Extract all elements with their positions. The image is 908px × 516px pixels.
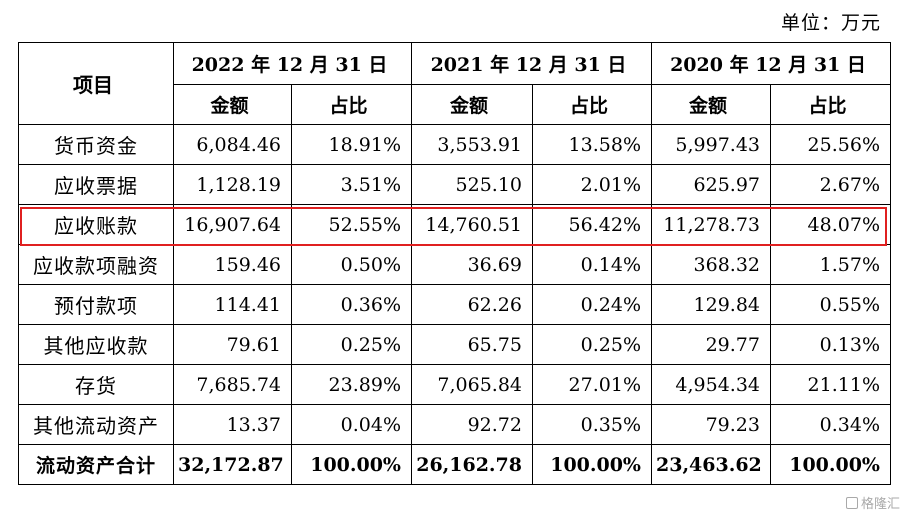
- amount-cell: 6,084.46: [173, 124, 292, 165]
- table-row: 应收票据 1,128.19 3.51% 525.10 2.01% 625.97 2.67%: [18, 164, 891, 205]
- amount-cell: 3,553.91: [411, 124, 533, 165]
- amount-cell: 159.46: [173, 244, 292, 285]
- amount-cell: 13.37: [173, 404, 292, 445]
- ratio-cell: 0.04%: [291, 404, 412, 445]
- row-label: 存货: [18, 364, 174, 405]
- row-label: 流动资产合计: [18, 444, 174, 485]
- ratio-cell: 2.01%: [532, 164, 652, 205]
- amount-cell: 79.23: [651, 404, 771, 445]
- watermark-text: 格隆汇: [860, 497, 900, 512]
- current-assets-table: 项目 2022 年 12 月 31 日 2021 年 12 月 31 日 202…: [18, 42, 891, 485]
- ratio-cell: 0.50%: [291, 244, 412, 285]
- ratio-cell: 27.01%: [532, 364, 652, 405]
- table-row: 货币资金 6,084.46 18.91% 3,553.91 13.58% 5,997.43…: [18, 124, 891, 165]
- ratio-cell: 0.34%: [770, 404, 891, 445]
- amount-cell: 114.41: [173, 284, 292, 325]
- amount-cell: 14,760.51: [411, 204, 533, 245]
- ratio-cell: 0.24%: [532, 284, 652, 325]
- amount-cell: 92.72: [411, 404, 533, 445]
- amount-cell: 62.26: [411, 284, 533, 325]
- row-label: 其他流动资产: [18, 404, 174, 445]
- ratio-cell: 100.00%: [532, 444, 652, 485]
- amount-cell: 23,463.62: [651, 444, 771, 485]
- row-label: 应收账款: [18, 204, 174, 245]
- ratio-cell: 21.11%: [770, 364, 891, 405]
- table-row: 应收账款 16,907.64 52.55% 14,760.51 56.42% 11,278…: [18, 204, 891, 245]
- header-row-columns: 金额 占比 金额 占比 金额 占比: [19, 84, 891, 125]
- watermark: 格隆汇: [845, 493, 900, 512]
- ratio-cell: 0.35%: [532, 404, 652, 445]
- year-header-2021: 2021 年 12 月 31 日: [411, 42, 652, 85]
- year-header-2020: 2020 年 12 月 31 日: [651, 42, 891, 85]
- ratio-cell: 48.07%: [770, 204, 891, 245]
- ratio-cell: 100.00%: [770, 444, 891, 485]
- ratio-cell: 56.42%: [532, 204, 652, 245]
- amount-cell: 16,907.64: [173, 204, 292, 245]
- ratio-cell: 1.57%: [770, 244, 891, 285]
- row-label: 其他应收款: [18, 324, 174, 365]
- table-row: 其他流动资产 13.37 0.04% 92.72 0.35% 79.23 0.34%: [18, 404, 891, 445]
- ratio-cell: 100.00%: [291, 444, 412, 485]
- ratio-cell: 0.55%: [770, 284, 891, 325]
- table-row: 存货 7,685.74 23.89% 7,065.84 27.01% 4,954.34 21…: [18, 364, 891, 405]
- amount-cell: 32,172.87: [173, 444, 292, 485]
- table-row: 其他应收款 79.61 0.25% 65.75 0.25% 29.77 0.13%: [18, 324, 891, 365]
- ratio-cell: 0.13%: [770, 324, 891, 365]
- amount-cell: 4,954.34: [651, 364, 771, 405]
- ratio-cell: 2.67%: [770, 164, 891, 205]
- amount-cell: 29.77: [651, 324, 771, 365]
- ratio-cell: 0.14%: [532, 244, 652, 285]
- amount-cell: 36.69: [411, 244, 533, 285]
- ratio-cell: 0.25%: [291, 324, 412, 365]
- total-row: 流动资产合计 32,172.87 100.00% 26,162.78 100.00% 23…: [18, 444, 891, 485]
- ratio-cell: 25.56%: [770, 124, 891, 165]
- ratio-cell: 0.25%: [532, 324, 652, 365]
- amount-header: 金额: [411, 84, 533, 125]
- ratio-cell: 0.36%: [291, 284, 412, 325]
- amount-cell: 129.84: [651, 284, 771, 325]
- item-header: 项目: [18, 42, 174, 125]
- amount-cell: 7,685.74: [173, 364, 292, 405]
- ratio-cell: 18.91%: [291, 124, 412, 165]
- amount-header: 金额: [651, 84, 771, 125]
- ratio-cell: 23.89%: [291, 364, 412, 405]
- amount-cell: 65.75: [411, 324, 533, 365]
- row-label: 应收票据: [18, 164, 174, 205]
- amount-cell: 625.97: [651, 164, 771, 205]
- amount-cell: 368.32: [651, 244, 771, 285]
- watermark-logo-icon: [845, 496, 858, 509]
- row-label: 预付款项: [18, 284, 174, 325]
- row-label: 应收款项融资: [18, 244, 174, 285]
- ratio-cell: 13.58%: [532, 124, 652, 165]
- header-row-years: 项目 2022 年 12 月 31 日 2021 年 12 月 31 日 202…: [18, 42, 891, 125]
- amount-cell: 5,997.43: [651, 124, 771, 165]
- ratio-header: 占比: [291, 84, 412, 125]
- ratio-header: 占比: [532, 84, 652, 125]
- unit-label: 单位：万元: [780, 12, 881, 34]
- amount-cell: 525.10: [411, 164, 533, 205]
- table-row: 预付款项 114.41 0.36% 62.26 0.24% 129.84 0.55%: [18, 284, 891, 325]
- amount-cell: 11,278.73: [651, 204, 771, 245]
- amount-cell: 1,128.19: [173, 164, 292, 205]
- ratio-header: 占比: [770, 84, 891, 125]
- amount-cell: 79.61: [173, 324, 292, 365]
- amount-cell: 26,162.78: [411, 444, 533, 485]
- ratio-cell: 52.55%: [291, 204, 412, 245]
- amount-header: 金额: [173, 84, 292, 125]
- year-header-2022: 2022 年 12 月 31 日: [173, 42, 412, 85]
- amount-cell: 7,065.84: [411, 364, 533, 405]
- table-row: 应收款项融资 159.46 0.50% 36.69 0.14% 368.32 1.57%: [18, 244, 891, 285]
- row-label: 货币资金: [18, 124, 174, 165]
- ratio-cell: 3.51%: [291, 164, 412, 205]
